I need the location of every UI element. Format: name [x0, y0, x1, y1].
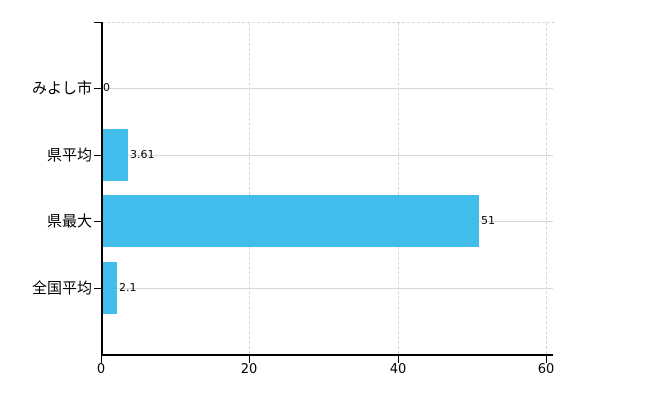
bar — [103, 262, 117, 314]
x-tick — [101, 356, 102, 363]
bar — [103, 195, 479, 247]
y-tick — [94, 288, 101, 289]
x-tick — [398, 356, 399, 363]
category-label: 県最大 — [46, 212, 92, 230]
y-tick — [94, 221, 101, 222]
y-tick — [94, 22, 101, 23]
bar-value-label: 51 — [481, 214, 495, 227]
category-label: 県平均 — [46, 146, 92, 164]
x-axis-line — [101, 354, 553, 356]
y-axis-line — [101, 22, 103, 354]
gridline-category — [102, 155, 553, 156]
y-tick — [94, 88, 101, 89]
gridline-x-60 — [546, 23, 547, 354]
x-tick — [546, 356, 547, 363]
category-label: みよし市 — [31, 79, 92, 97]
x-tick — [249, 356, 250, 363]
x-tick-label: 40 — [389, 362, 407, 377]
gridline-x-20 — [249, 23, 250, 354]
x-tick-label: 0 — [96, 362, 106, 377]
x-tick-label: 60 — [537, 362, 555, 377]
category-label: 全国平均 — [31, 279, 92, 297]
bar-value-label: 2.1 — [119, 281, 137, 294]
gridline-category — [102, 288, 553, 289]
y-tick — [94, 155, 101, 156]
bar-value-label: 3.61 — [130, 148, 155, 161]
x-tick-label: 20 — [240, 362, 258, 377]
gridline-category — [102, 88, 553, 89]
gridline-x-40 — [398, 23, 399, 354]
gridline-top — [102, 22, 555, 23]
bar-value-label: 0 — [103, 81, 110, 94]
bar — [103, 129, 128, 181]
